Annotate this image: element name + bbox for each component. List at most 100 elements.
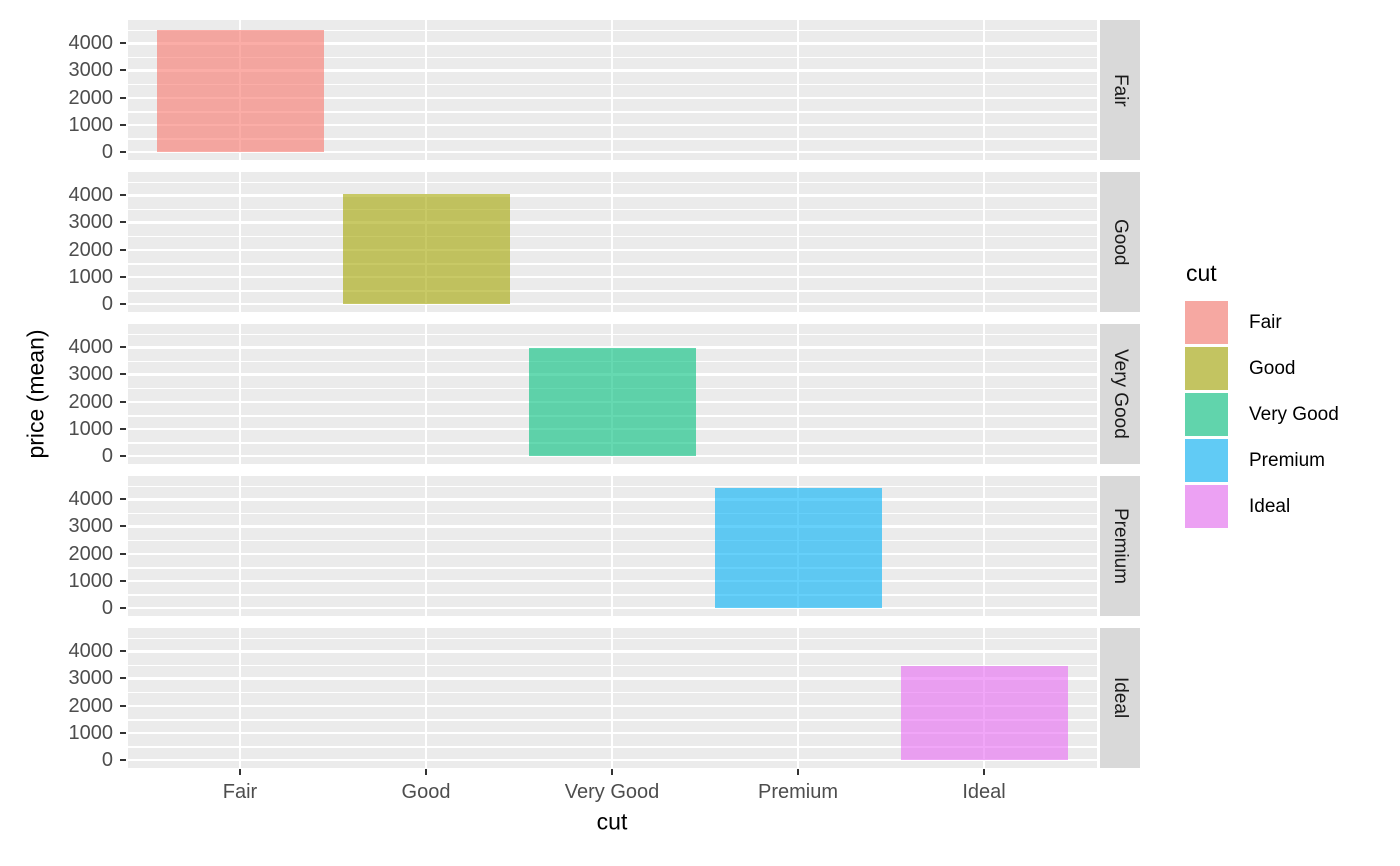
y-tick-mark bbox=[120, 427, 126, 430]
y-tick-mark bbox=[120, 650, 126, 653]
y-tick-mark bbox=[120, 221, 126, 224]
facet-strip-label: Premium bbox=[1110, 507, 1131, 584]
gridline-major-x bbox=[796, 20, 800, 160]
x-tick-label: Good bbox=[401, 781, 451, 803]
gridline-major-x bbox=[982, 476, 986, 616]
legend-swatch-fill bbox=[1185, 485, 1228, 528]
facet-strip-label: Very Good bbox=[1110, 349, 1131, 439]
bar-very-good bbox=[528, 347, 696, 456]
facet-strip-label: Good bbox=[1110, 218, 1131, 266]
y-tick-label: 3000 bbox=[68, 211, 114, 234]
x-tick-mark bbox=[797, 769, 799, 775]
y-tick-mark bbox=[120, 303, 126, 305]
y-tick-mark bbox=[120, 346, 126, 349]
gridline-major-x bbox=[238, 324, 242, 464]
y-tick-mark bbox=[120, 552, 126, 555]
gridline-major-x bbox=[424, 476, 428, 616]
facet-strip-fair: Fair bbox=[1100, 20, 1140, 160]
y-tick-mark bbox=[120, 400, 126, 403]
bar-good bbox=[342, 193, 510, 304]
y-tick-label: 0 bbox=[101, 293, 113, 315]
y-tick-label: 1000 bbox=[68, 265, 114, 288]
y-tick-label: 4000 bbox=[68, 184, 114, 207]
x-tick-mark bbox=[425, 769, 427, 775]
y-tick-mark bbox=[120, 123, 126, 126]
y-tick-label: 1000 bbox=[68, 569, 114, 592]
y-tick-label: 1000 bbox=[68, 721, 114, 744]
gridline-major-x bbox=[982, 324, 986, 464]
gridline-major-x bbox=[424, 628, 428, 768]
legend-swatch-ideal bbox=[1185, 485, 1228, 528]
y-tick-label: 0 bbox=[101, 141, 113, 163]
facet-strip-very-good: Very Good bbox=[1100, 324, 1140, 464]
y-tick-label: 1000 bbox=[68, 113, 114, 136]
y-tick-label: 2000 bbox=[68, 86, 114, 109]
legend: cut Fair Good Very Good Premium Ideal bbox=[1185, 260, 1339, 531]
y-tick-mark bbox=[120, 704, 126, 707]
x-tick-label: Premium bbox=[757, 781, 839, 803]
y-tick-mark bbox=[120, 275, 126, 278]
gridline-major-x bbox=[610, 172, 614, 312]
facet-strip-label: Ideal bbox=[1110, 677, 1131, 719]
y-tick-label: 2000 bbox=[68, 542, 114, 565]
gridline-major-x bbox=[424, 324, 428, 464]
legend-entries: Fair Good Very Good Premium Ideal bbox=[1185, 301, 1339, 528]
legend-entry-label: Premium bbox=[1249, 449, 1326, 471]
y-tick-label: 4000 bbox=[68, 640, 114, 663]
y-tick-mark bbox=[120, 373, 126, 376]
y-tick-label: 2000 bbox=[68, 390, 114, 413]
legend-swatch-fill bbox=[1185, 439, 1228, 482]
legend-entry-label: Ideal bbox=[1249, 495, 1291, 517]
y-tick-label: 3000 bbox=[68, 363, 114, 386]
gridline-major-x bbox=[610, 476, 614, 616]
y-tick-mark bbox=[120, 677, 126, 680]
facet-panel-very-good bbox=[128, 324, 1097, 464]
gridline-major-x bbox=[796, 172, 800, 312]
x-tick-mark bbox=[239, 769, 241, 775]
y-tick-mark bbox=[120, 42, 126, 45]
y-tick-label: 4000 bbox=[68, 32, 114, 55]
y-tick-label: 4000 bbox=[68, 336, 114, 359]
bar-premium bbox=[714, 488, 882, 608]
y-tick-mark bbox=[120, 759, 126, 761]
y-tick-mark bbox=[120, 151, 126, 153]
y-tick-mark bbox=[120, 498, 126, 501]
bar-fair bbox=[156, 29, 324, 152]
legend-swatch-fill bbox=[1185, 347, 1228, 390]
facet-strip-ideal: Ideal bbox=[1100, 628, 1140, 768]
legend-swatch-good bbox=[1185, 347, 1228, 390]
y-tick-mark bbox=[120, 525, 126, 528]
gridline-major-x bbox=[982, 20, 986, 160]
facet-strip-good: Good bbox=[1100, 172, 1140, 312]
legend-entry-good: Good bbox=[1185, 347, 1339, 390]
gridline-major-x bbox=[610, 20, 614, 160]
legend-entry-label: Very Good bbox=[1249, 403, 1339, 425]
legend-swatch-fill bbox=[1185, 393, 1228, 436]
y-tick-label: 2000 bbox=[68, 238, 114, 261]
facet-panel-fair bbox=[128, 20, 1097, 160]
y-tick-label: 3000 bbox=[68, 59, 114, 82]
gridline-major-x bbox=[796, 628, 800, 768]
gridline-major-x bbox=[238, 476, 242, 616]
y-tick-label: 3000 bbox=[68, 515, 114, 538]
x-tick-label: Very Good bbox=[564, 781, 660, 803]
y-tick-mark bbox=[120, 455, 126, 457]
gridline-major-x bbox=[610, 628, 614, 768]
legend-entry-fair: Fair bbox=[1185, 301, 1339, 344]
y-tick-mark bbox=[120, 607, 126, 609]
gridline-major-x bbox=[424, 20, 428, 160]
legend-entry-very-good: Very Good bbox=[1185, 393, 1339, 436]
facet-strip-premium: Premium bbox=[1100, 476, 1140, 616]
gridline-major-x bbox=[796, 324, 800, 464]
facet-panel-good bbox=[128, 172, 1097, 312]
facet-panel-ideal bbox=[128, 628, 1097, 768]
y-tick-label: 0 bbox=[101, 597, 113, 619]
x-tick-mark bbox=[983, 769, 985, 775]
legend-swatch-fill bbox=[1185, 301, 1228, 344]
x-tick-label: Fair bbox=[222, 781, 258, 803]
legend-title: cut bbox=[1186, 260, 1217, 286]
gridline-major-x bbox=[238, 172, 242, 312]
y-axis-title: price (mean) bbox=[22, 329, 49, 459]
gridline-major-x bbox=[982, 172, 986, 312]
legend-entry-label: Good bbox=[1249, 357, 1296, 379]
